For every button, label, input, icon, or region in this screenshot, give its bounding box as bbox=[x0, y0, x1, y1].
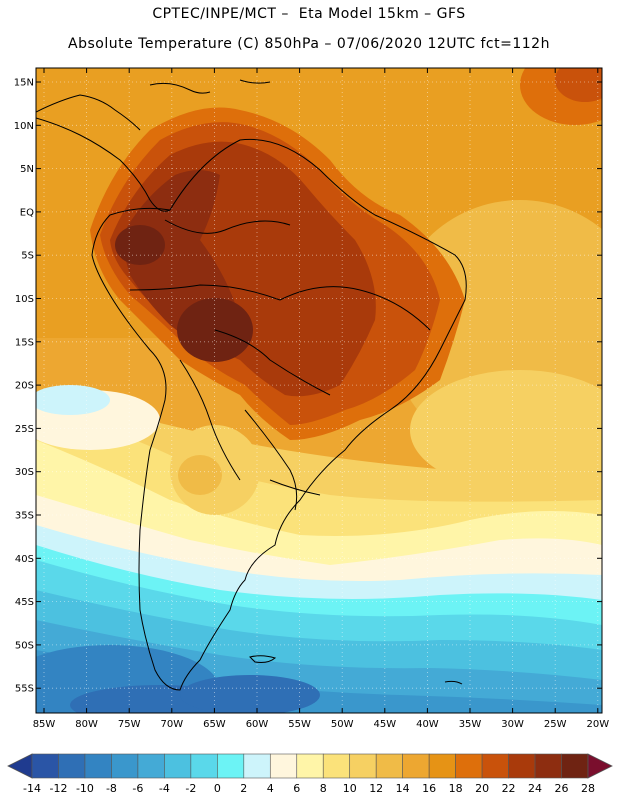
colorbar-label: 6 bbox=[293, 782, 300, 795]
lat-label: EQ bbox=[20, 207, 34, 218]
lat-label: 15S bbox=[15, 337, 34, 348]
colorbar-swatch bbox=[534, 753, 562, 779]
lat-label: 25S bbox=[15, 424, 34, 435]
lat-label: 10N bbox=[14, 121, 34, 132]
colorbar-swatch bbox=[243, 753, 271, 779]
lat-label: 55S bbox=[15, 684, 34, 695]
colorbar-swatch bbox=[508, 753, 536, 779]
colorbar-label: 14 bbox=[396, 782, 410, 795]
colorbar-swatch bbox=[164, 753, 192, 779]
colorbar-label: -8 bbox=[106, 782, 117, 795]
lat-label: 5N bbox=[20, 164, 34, 175]
lon-label: 35W bbox=[459, 719, 482, 730]
colorbar-label: 22 bbox=[502, 782, 516, 795]
colorbar-swatch bbox=[31, 753, 59, 779]
colorbar-swatch bbox=[402, 753, 430, 779]
lon-label: 50W bbox=[331, 719, 354, 730]
temperature-field bbox=[36, 68, 602, 713]
colorbar-label: 12 bbox=[369, 782, 383, 795]
colorbar-swatch bbox=[428, 753, 456, 779]
lat-label: 50S bbox=[15, 640, 34, 651]
lat-label: 5S bbox=[21, 251, 34, 262]
colorbar-swatch bbox=[322, 753, 351, 779]
longitude-axis: 85W 80W 75W 70W 65W 60W 55W 50W 45W 40W 35W 30W 25W 2… bbox=[33, 68, 609, 730]
colorbar-label: 2 bbox=[240, 782, 247, 795]
lat-label: 20S bbox=[15, 381, 34, 392]
colorbar bbox=[7, 753, 613, 779]
colorbar-label: 26 bbox=[555, 782, 569, 795]
lon-label: 75W bbox=[118, 719, 141, 730]
colorbar-label: -2 bbox=[185, 782, 196, 795]
lon-label: 65W bbox=[203, 719, 226, 730]
colorbar-label: -6 bbox=[132, 782, 143, 795]
colorbar-label: 4 bbox=[267, 782, 274, 795]
colorbar-swatch bbox=[190, 753, 218, 779]
colorbar-label: 24 bbox=[528, 782, 542, 795]
map-frame bbox=[35, 67, 603, 714]
colorbar-label: 18 bbox=[449, 782, 463, 795]
colorbar-label: 8 bbox=[320, 782, 327, 795]
lon-label: 30W bbox=[501, 719, 524, 730]
colorbar-swatch bbox=[349, 753, 377, 779]
colorbar-swatch bbox=[296, 753, 324, 779]
colorbar-label: 16 bbox=[422, 782, 436, 795]
lon-label: 45W bbox=[373, 719, 396, 730]
colorbar-swatch bbox=[137, 753, 165, 779]
colorbar-label: 28 bbox=[581, 782, 595, 795]
colorbar-swatch bbox=[111, 753, 139, 779]
coastlines bbox=[36, 79, 467, 691]
colorbar-label: 10 bbox=[343, 782, 357, 795]
colorbar-swatch bbox=[375, 753, 403, 779]
colorbar-swatch bbox=[455, 753, 483, 779]
colorbar-label: -12 bbox=[49, 782, 67, 795]
colorbar-min-arrow bbox=[7, 753, 33, 779]
colorbar-max-arrow bbox=[587, 753, 613, 779]
lon-label: 85W bbox=[33, 719, 56, 730]
colorbar-label: -10 bbox=[76, 782, 94, 795]
map-title: CPTEC/INPE/MCT – Eta Model 15km – GFS bbox=[152, 6, 466, 22]
colorbar-label: 0 bbox=[214, 782, 221, 795]
colorbar-labels: -14 -12 -10 -8 -6 -4 -2 0 2 4 6 8 10 12 14 16 18 20 22 24 26… bbox=[23, 782, 595, 795]
lon-label: 20W bbox=[586, 719, 609, 730]
lon-label: 25W bbox=[544, 719, 567, 730]
colorbar-swatch bbox=[269, 753, 298, 779]
colorbar-swatch bbox=[561, 753, 589, 779]
colorbar-label: 20 bbox=[475, 782, 489, 795]
lat-label: 40S bbox=[15, 554, 34, 565]
lat-label: 15N bbox=[14, 78, 34, 89]
lon-label: 80W bbox=[75, 719, 98, 730]
lon-label: 40W bbox=[416, 719, 439, 730]
lat-label: 35S bbox=[15, 511, 34, 522]
colorbar-swatch bbox=[481, 753, 509, 779]
lat-label: 10S bbox=[15, 294, 34, 305]
map-subtitle: Absolute Temperature (C) 850hPa – 07/06/… bbox=[68, 36, 550, 52]
lon-label: 70W bbox=[160, 719, 183, 730]
lon-label: 60W bbox=[246, 719, 269, 730]
lat-label: 45S bbox=[15, 597, 34, 608]
colorbar-swatch bbox=[84, 753, 112, 779]
colorbar-label: -4 bbox=[159, 782, 170, 795]
lon-label: 55W bbox=[288, 719, 311, 730]
colorbar-swatch bbox=[58, 753, 86, 779]
lat-label: 30S bbox=[15, 467, 34, 478]
colorbar-label: -14 bbox=[23, 782, 41, 795]
latitude-axis: 15N 10N 5N EQ 5S 10S 15S 20S 25S 30S 35S 40S 45S 50S 5… bbox=[14, 78, 602, 695]
colorbar-swatch bbox=[217, 753, 245, 779]
